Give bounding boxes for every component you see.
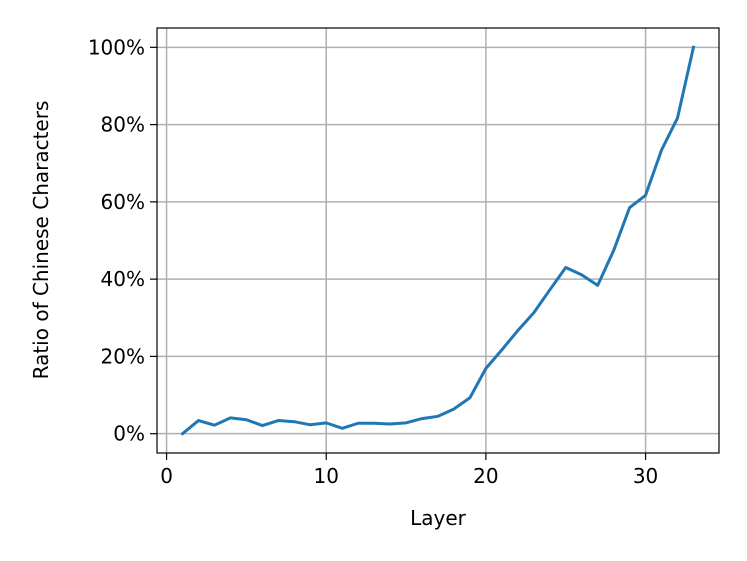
y-gridlines [157, 46, 719, 435]
y-tick-label: 0% [113, 422, 145, 446]
x-tick-label: 10 [314, 464, 339, 488]
y-tick-label: 80% [101, 113, 145, 137]
plot-background [157, 28, 719, 453]
y-axis-ticks: 0% 20% 40% 60% 80% 100% [88, 35, 157, 446]
x-axis-label: Layer [410, 506, 467, 530]
x-tick-label: 0 [160, 464, 173, 488]
y-tick-label: 100% [88, 35, 145, 59]
x-tick-label: 20 [473, 464, 498, 488]
series-group [180, 45, 696, 436]
x-axis-ticks: 0 10 20 30 [160, 453, 658, 488]
y-tick-label: 40% [101, 267, 145, 291]
plot-frame [156, 27, 720, 454]
y-tick-label: 60% [101, 190, 145, 214]
x-gridlines [165, 28, 647, 453]
x-tick-label: 30 [633, 464, 658, 488]
y-axis-label: Ratio of Chinese Characters [29, 101, 53, 380]
y-tick-label: 20% [101, 344, 145, 368]
